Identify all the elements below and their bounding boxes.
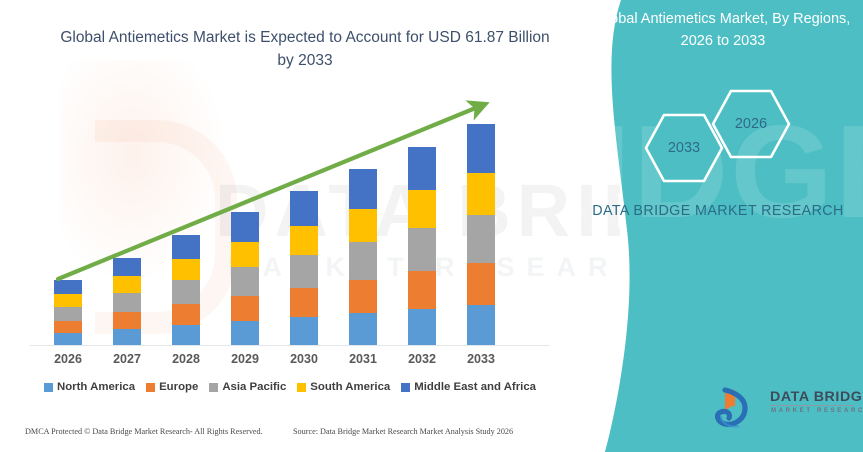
legend-swatch-icon — [146, 382, 156, 392]
bar-segment-2032-europe — [408, 271, 436, 309]
footer: DMCA Protected © Data Bridge Market Rese… — [0, 425, 620, 445]
data-bridge-logo: DATA BRIDGE MARKET RESEARCH — [714, 386, 863, 430]
legend-label: Middle East and Africa — [414, 381, 536, 393]
bar-2032 — [408, 147, 436, 345]
dmca-notice: DMCA Protected © Data Bridge Market Rese… — [25, 427, 263, 436]
logo-mark-icon — [714, 387, 748, 428]
legend-label: North America — [57, 381, 136, 393]
bar-segment-2033-north-america — [467, 305, 495, 345]
bar-2027 — [113, 258, 141, 345]
bar-segment-2033-south-america — [467, 173, 495, 215]
x-axis-label-2030: 2030 — [290, 352, 318, 366]
bar-segment-2026-middle-east-and-africa — [54, 280, 82, 294]
bar-segment-2032-middle-east-and-africa — [408, 147, 436, 190]
bar-segment-2030-asia-pacific — [290, 255, 318, 288]
x-axis-label-2028: 2028 — [172, 352, 200, 366]
bar-segment-2027-europe — [113, 312, 141, 329]
bar-segment-2026-asia-pacific — [54, 307, 82, 321]
legend-item-south-america[interactable]: South America — [297, 381, 390, 393]
bar-segment-2029-middle-east-and-africa — [231, 212, 259, 242]
bar-segment-2029-europe — [231, 296, 259, 321]
source-note: Source: Data Bridge Market Research Mark… — [293, 427, 514, 436]
legend-label: South America — [310, 381, 391, 393]
legend-item-europe[interactable]: Europe — [146, 381, 198, 393]
legend-item-asia-pacific[interactable]: Asia Pacific — [209, 381, 286, 393]
bar-segment-2032-north-america — [408, 309, 436, 345]
legend-label: Europe — [159, 381, 199, 393]
legend-item-north-america[interactable]: North America — [44, 381, 135, 393]
x-axis-label-2027: 2027 — [113, 352, 141, 366]
bar-segment-2029-south-america — [231, 242, 259, 267]
bar-2033 — [467, 124, 495, 345]
legend-swatch-icon — [209, 382, 219, 392]
bar-segment-2027-south-america — [113, 276, 141, 293]
bar-segment-2028-europe — [172, 304, 200, 325]
x-axis-label-2026: 2026 — [54, 352, 82, 366]
hexagon-2033: 2033 — [644, 112, 724, 184]
bar-segment-2033-middle-east-and-africa — [467, 124, 495, 173]
bar-segment-2032-asia-pacific — [408, 228, 436, 271]
hexagon-2026-label: 2026 — [734, 116, 768, 132]
bar-2030 — [290, 191, 318, 345]
bar-segment-2026-north-america — [54, 333, 82, 345]
bar-segment-2031-europe — [349, 280, 377, 313]
chart-legend: North America Europe Asia Pacific South Ame… — [30, 381, 550, 393]
legend-swatch-icon — [401, 382, 411, 392]
legend-item-middle-east-and-africa[interactable]: Middle East and Africa — [401, 381, 536, 393]
bar-segment-2028-asia-pacific — [172, 280, 200, 304]
legend-swatch-icon — [44, 382, 53, 392]
bar-2028 — [172, 235, 200, 345]
hexagon-2026: 2026 — [711, 88, 791, 160]
bar-segment-2031-middle-east-and-africa — [349, 169, 377, 209]
x-axis-label-2029: 2029 — [231, 352, 259, 366]
bar-segment-2027-north-america — [113, 329, 141, 345]
bar-segment-2027-asia-pacific — [113, 293, 141, 312]
bar-2029 — [231, 212, 259, 345]
logo-name: DATA BRIDGE — [770, 389, 863, 405]
brand-panel: RIDGE Global Antiemetics Market, By Regi… — [543, 0, 863, 452]
bar-segment-2032-south-america — [408, 190, 436, 228]
bar-2026 — [54, 280, 82, 345]
bar-segment-2031-north-america — [349, 313, 377, 345]
bar-segment-2026-europe — [54, 321, 82, 333]
bar-segment-2033-asia-pacific — [467, 215, 495, 263]
bar-segment-2031-south-america — [349, 209, 377, 242]
brand-name: DATA BRIDGE MARKET RESEARCH — [592, 203, 844, 219]
legend-label: Asia Pacific — [222, 381, 287, 393]
chart-title: Global Antiemetics Market is Expected to… — [60, 29, 550, 70]
bar-segment-2028-middle-east-and-africa — [172, 235, 200, 259]
x-axis-label-2031: 2031 — [349, 352, 377, 366]
brand-panel-title: Global Antiemetics Market, By Regions, 2… — [595, 11, 851, 50]
bar-2031 — [349, 169, 377, 345]
chart-panel: DATA BRIDGE MARKET RESEARCH Global Antie… — [0, 29, 620, 445]
bar-segment-2026-south-america — [54, 294, 82, 307]
bar-segment-2028-north-america — [172, 325, 200, 345]
bar-segment-2029-asia-pacific — [231, 267, 259, 296]
bar-segment-2033-europe — [467, 263, 495, 305]
bar-segment-2030-south-america — [290, 226, 318, 255]
x-axis-label-2032: 2032 — [408, 352, 436, 366]
bar-segment-2030-north-america — [290, 317, 318, 345]
teal-background-shape — [605, 0, 863, 452]
logo-divider — [770, 405, 854, 406]
x-axis-label-2033: 2033 — [467, 352, 495, 366]
hexagon-outline-icon — [644, 113, 724, 183]
bar-segment-2027-middle-east-and-africa — [113, 258, 141, 276]
hexagon-2033-label: 2033 — [667, 140, 701, 156]
bar-segment-2029-north-america — [231, 321, 259, 345]
bar-segment-2030-middle-east-and-africa — [290, 191, 318, 226]
legend-swatch-icon — [297, 382, 307, 392]
axis-baseline — [30, 345, 550, 346]
bar-segment-2028-south-america — [172, 259, 200, 280]
bar-segment-2030-europe — [290, 288, 318, 317]
hexagon-outline-icon — [711, 89, 791, 159]
bar-segment-2031-asia-pacific — [349, 242, 377, 280]
logo-tagline: MARKET RESEARCH — [771, 407, 863, 414]
